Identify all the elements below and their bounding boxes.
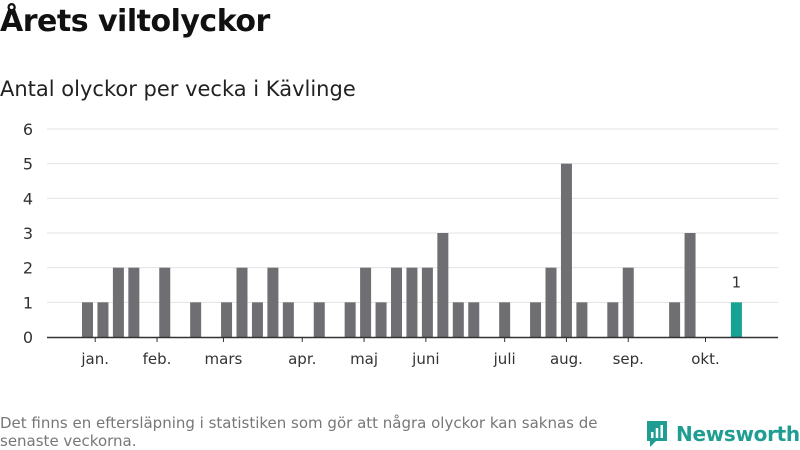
x-tick-label: mars xyxy=(205,350,243,368)
y-tick-label: 2 xyxy=(23,259,33,278)
bar xyxy=(375,302,387,337)
bar xyxy=(344,302,356,337)
x-tick-label: juli xyxy=(493,350,516,368)
bars xyxy=(82,163,742,337)
bar xyxy=(221,302,233,337)
y-tick-label: 5 xyxy=(23,155,33,174)
bar xyxy=(421,267,433,337)
bar-highlight xyxy=(730,302,742,337)
bar xyxy=(360,267,372,337)
bar xyxy=(607,302,619,337)
brand[interactable]: Newsworthy xyxy=(645,418,800,450)
bar xyxy=(128,267,140,337)
bar xyxy=(282,302,294,337)
bar xyxy=(236,267,248,337)
x-tick-label: jan. xyxy=(80,350,109,368)
brand-name: Newsworthy xyxy=(676,422,800,446)
x-tick-label: juni xyxy=(411,350,439,368)
x-tick-label: maj xyxy=(350,350,378,368)
x-tick-label: aug. xyxy=(550,350,583,368)
chart-title: Årets viltolyckor xyxy=(0,4,270,39)
bar xyxy=(468,302,480,337)
x-tick-label: feb. xyxy=(143,350,172,368)
chart-subtitle: Antal olyckor per vecka i Kävlinge xyxy=(0,77,356,101)
bar xyxy=(251,302,263,337)
bar xyxy=(622,267,634,337)
footnote: Det finns en eftersläpning i statistiken… xyxy=(0,414,598,450)
bar-chart: 0 1 2 3 4 5 6 jan. feb. mars apr. maj juni juli aug. s… xyxy=(23,120,778,368)
y-axis-ticks: 0 1 2 3 4 5 6 xyxy=(23,120,33,347)
bar xyxy=(669,302,681,337)
bar xyxy=(545,267,557,337)
data-label-latest: 1 xyxy=(732,273,742,291)
bar xyxy=(437,233,449,337)
x-tick-label: sep. xyxy=(613,350,644,368)
bar xyxy=(452,302,464,337)
bar xyxy=(576,302,588,337)
x-axis-ticks: jan. feb. mars apr. maj juni juli aug. sep. okt. xyxy=(80,337,720,368)
y-tick-label: 6 xyxy=(23,120,33,139)
bar xyxy=(406,267,418,337)
bar xyxy=(684,233,696,337)
bar xyxy=(530,302,542,337)
y-tick-label: 4 xyxy=(23,189,33,208)
bar xyxy=(112,267,124,337)
x-tick-label: okt. xyxy=(691,350,720,368)
bar xyxy=(313,302,325,337)
newsworthy-logo-icon xyxy=(647,421,667,447)
bar xyxy=(267,267,279,337)
y-tick-label: 1 xyxy=(23,293,33,312)
y-tick-label: 0 xyxy=(23,328,33,347)
bar xyxy=(499,302,511,337)
bar xyxy=(97,302,109,337)
y-tick-label: 3 xyxy=(23,224,33,243)
bar xyxy=(560,163,572,337)
x-tick-label: apr. xyxy=(288,350,316,368)
bar xyxy=(391,267,402,337)
bar xyxy=(190,302,202,337)
data-labels: 1 xyxy=(732,273,742,291)
bar xyxy=(159,267,171,337)
bar xyxy=(82,302,93,337)
